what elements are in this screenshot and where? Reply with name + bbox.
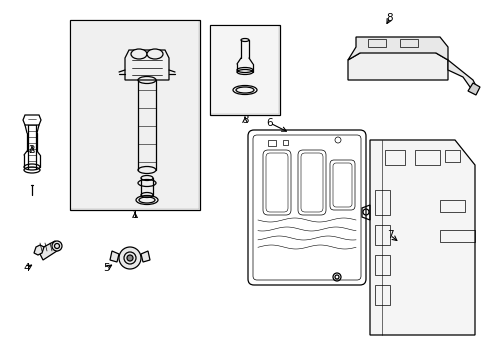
Text: 1: 1	[131, 210, 138, 220]
Ellipse shape	[147, 49, 163, 59]
Circle shape	[119, 247, 141, 269]
Bar	[283, 140, 287, 145]
Bar	[374, 190, 389, 215]
Ellipse shape	[131, 49, 147, 59]
Text: 6: 6	[266, 118, 273, 128]
Text: 2: 2	[29, 145, 35, 155]
Text: 3: 3	[241, 115, 248, 125]
Text: 7: 7	[386, 230, 392, 240]
Polygon shape	[447, 60, 477, 93]
Polygon shape	[34, 245, 44, 255]
Circle shape	[52, 241, 62, 251]
Polygon shape	[347, 37, 447, 60]
Bar	[384, 150, 404, 165]
Bar	[367, 39, 385, 47]
Bar	[267, 140, 275, 146]
Polygon shape	[369, 140, 474, 335]
Bar	[71, 21, 199, 209]
Text: 8: 8	[386, 13, 392, 23]
Bar	[444, 150, 459, 162]
Text: 4: 4	[23, 263, 30, 273]
Bar	[439, 200, 464, 212]
Polygon shape	[347, 43, 447, 80]
Polygon shape	[38, 241, 60, 260]
Bar	[374, 225, 389, 245]
Bar	[210, 26, 279, 114]
Polygon shape	[467, 83, 479, 95]
Text: 5: 5	[103, 263, 110, 273]
Bar	[209, 25, 280, 115]
Bar	[70, 20, 200, 210]
Polygon shape	[110, 251, 119, 262]
Bar	[399, 39, 417, 47]
Bar	[374, 255, 389, 275]
Polygon shape	[141, 251, 150, 262]
Bar	[439, 230, 474, 242]
Bar	[414, 150, 439, 165]
Bar	[374, 285, 389, 305]
Circle shape	[127, 255, 133, 261]
